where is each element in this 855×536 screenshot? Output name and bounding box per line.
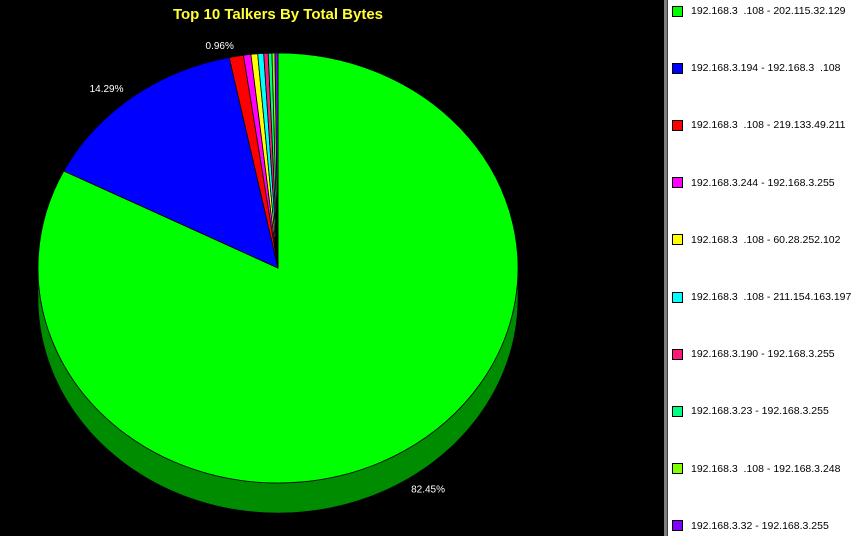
legend-label: 192.168.3.32 - 192.168.3.255 <box>691 519 829 532</box>
divider <box>664 0 667 536</box>
pie-slice-1 <box>63 57 279 269</box>
legend-item: 192.168.3.194 - 192.168.3 .108 <box>672 61 840 75</box>
legend-label: 192.168.3 .108 - 192.168.3.248 <box>691 462 841 475</box>
pie-label-1: 14.29% <box>90 84 124 95</box>
legend-item: 192.168.3.190 - 192.168.3.255 <box>672 347 835 361</box>
legend-swatch <box>672 62 683 74</box>
legend-swatch <box>672 234 683 246</box>
chart-area: Top 10 Talkers By Total Bytes 82.45% 14.2… <box>37 6 519 514</box>
legend-label: 192.168.3.244 - 192.168.3.255 <box>691 176 835 189</box>
legend-item: 192.168.3 .108 - 211.154.163.197 <box>672 290 851 304</box>
pie-slices <box>37 52 519 484</box>
legend-swatch <box>672 119 683 131</box>
pie-label-0: 82.45% <box>411 484 445 495</box>
legend-swatch <box>672 405 683 417</box>
legend-label: 192.168.3 .108 - 211.154.163.197 <box>691 291 852 303</box>
legend-item: 192.168.3.32 - 192.168.3.255 <box>672 519 829 533</box>
legend-label: 192.168.3.190 - 192.168.3.255 <box>691 348 835 361</box>
legend-item: 192.168.3 .108 - 192.168.3.248 <box>672 462 840 476</box>
legend-item: 192.168.3.23 - 192.168.3.255 <box>672 404 829 418</box>
legend-swatch <box>672 463 683 475</box>
legend-swatch <box>672 177 683 189</box>
legend-item: 192.168.3 .108 - 202.115.32.129 <box>672 4 846 18</box>
legend-label: 192.168.3 .108 - 60.28.252.102 <box>691 233 841 246</box>
pie-label-2: 0.96% <box>206 41 234 52</box>
legend-item: 192.168.3 .108 - 60.28.252.102 <box>672 233 840 247</box>
legend-swatch <box>672 5 683 17</box>
legend-label: 192.168.3.23 - 192.168.3.255 <box>691 405 829 418</box>
legend-label: 192.168.3.194 - 192.168.3 .108 <box>691 62 841 75</box>
pie-chart: 82.45% 14.29% 0.96% <box>37 41 519 514</box>
legend-swatch <box>672 520 683 532</box>
pie-slice-9 <box>274 52 279 269</box>
legend-item: 192.168.3 .108 - 219.133.49.211 <box>672 118 846 132</box>
chart-title: Top 10 Talkers By Total Bytes <box>172 6 384 23</box>
legend-swatch <box>672 291 683 303</box>
legend-label: 192.168.3 .108 - 219.133.49.211 <box>691 119 846 132</box>
legend-item: 192.168.3.244 - 192.168.3.255 <box>672 176 835 190</box>
legend-label: 192.168.3 .108 - 202.115.32.129 <box>691 5 846 17</box>
legend-swatch <box>672 348 683 360</box>
legend: 192.168.3 .108 - 202.115.32.129 192.168.3… <box>667 0 855 536</box>
pie-labels: 82.45% 14.29% 0.96% <box>90 41 446 495</box>
